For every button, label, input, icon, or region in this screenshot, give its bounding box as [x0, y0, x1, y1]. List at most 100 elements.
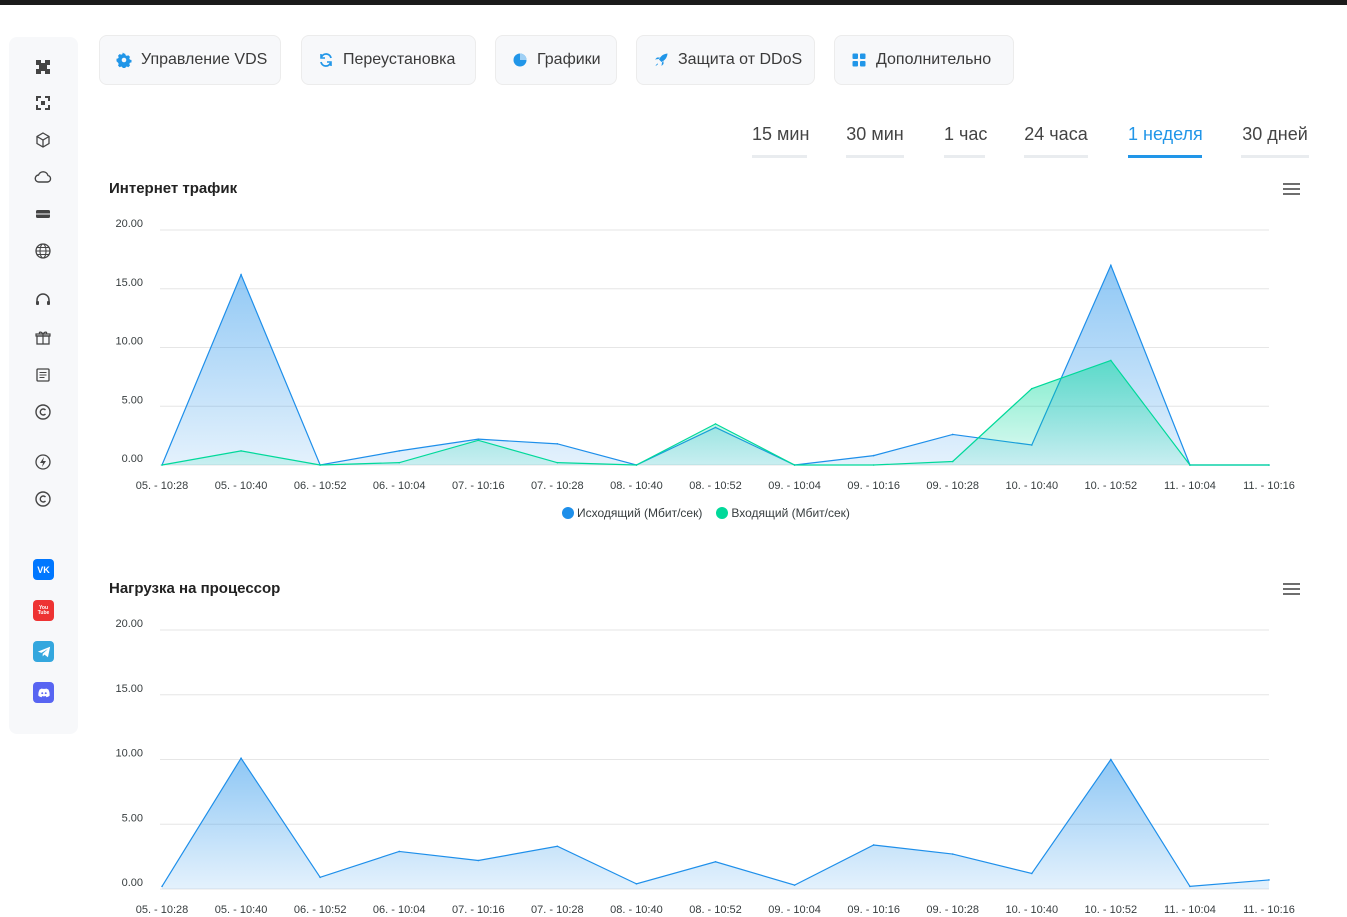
legend-incoming[interactable]: Входящий (Мбит/сек) [716, 506, 850, 520]
top-bar [0, 0, 1347, 5]
x-tick-label: 09. - 10:28 [926, 480, 979, 492]
x-tick-label: 05. - 10:28 [136, 480, 189, 492]
data-point[interactable] [398, 450, 401, 452]
sidebar-item-copyright-2[interactable] [31, 487, 55, 511]
cpu-chart-menu-icon[interactable] [1283, 583, 1300, 597]
copyright-icon-2 [35, 491, 51, 507]
y-tick-label: 0.00 [122, 877, 143, 889]
data-point[interactable] [161, 464, 163, 466]
y-tick-label: 10.00 [115, 336, 143, 348]
cloud-icon [34, 171, 52, 183]
telegram-link[interactable] [33, 641, 54, 662]
data-point[interactable] [398, 850, 401, 853]
series-area-0 [162, 758, 1269, 889]
data-point[interactable] [872, 464, 875, 466]
sidebar-item-gift[interactable] [31, 326, 55, 350]
lightning-icon [35, 454, 51, 470]
data-point[interactable] [635, 464, 638, 466]
period-15-min[interactable]: 15 мин [752, 124, 809, 158]
data-point[interactable] [1030, 387, 1033, 390]
x-tick-label: 09. - 10:16 [847, 480, 900, 492]
tab-manage-vds[interactable]: Управление VDS [99, 35, 281, 85]
tab-label: Переустановка [343, 51, 456, 68]
y-tick-label: 5.00 [122, 394, 143, 406]
data-point[interactable] [1110, 264, 1112, 267]
period-1-hour[interactable]: 1 час [944, 124, 987, 158]
y-tick-label: 20.00 [115, 618, 143, 630]
gear-icon [116, 52, 132, 68]
data-point[interactable] [1189, 464, 1191, 466]
data-point[interactable] [1268, 879, 1270, 881]
data-point[interactable] [872, 454, 875, 457]
rocket-icon [655, 53, 668, 66]
data-point[interactable] [240, 757, 242, 760]
data-point[interactable] [477, 859, 480, 862]
data-point[interactable] [556, 845, 559, 848]
data-point[interactable] [161, 885, 163, 888]
x-tick-label: 10. - 10:52 [1085, 904, 1138, 916]
vk-link[interactable]: VK [33, 559, 54, 580]
x-tick-label: 08. - 10:52 [689, 904, 742, 916]
data-point[interactable] [1110, 758, 1112, 761]
refresh-icon [320, 53, 332, 67]
data-point[interactable] [793, 464, 796, 466]
legend-label: Исходящий (Мбит/сек) [577, 506, 703, 520]
data-point[interactable] [477, 438, 480, 440]
copyright-icon [35, 404, 51, 420]
data-point[interactable] [714, 423, 717, 425]
x-tick-label: 11. - 10:16 [1243, 480, 1295, 492]
data-point[interactable] [319, 876, 321, 879]
data-point[interactable] [1189, 885, 1191, 888]
tab-graphs[interactable]: Графики [495, 35, 617, 85]
data-point[interactable] [793, 884, 796, 886]
data-point[interactable] [1030, 872, 1033, 875]
data-point[interactable] [951, 460, 954, 463]
period-30-min[interactable]: 30 мин [846, 124, 904, 158]
data-point[interactable] [714, 861, 717, 863]
traffic-chart-menu-icon[interactable] [1283, 183, 1300, 197]
legend-label: Входящий (Мбит/сек) [731, 506, 850, 520]
sidebar-item-news[interactable] [31, 363, 55, 387]
sidebar-item-server[interactable] [31, 202, 55, 226]
y-tick-label: 5.00 [122, 812, 143, 824]
sidebar-item-cloud[interactable] [31, 165, 55, 189]
discord-link[interactable] [33, 682, 54, 703]
x-tick-label: 05. - 10:28 [136, 904, 189, 916]
legend-outgoing[interactable]: Исходящий (Мбит/сек) [562, 506, 702, 520]
data-point[interactable] [477, 439, 480, 442]
data-point[interactable] [951, 433, 954, 436]
data-point[interactable] [398, 461, 401, 464]
data-point[interactable] [1268, 464, 1270, 466]
data-point[interactable] [872, 844, 875, 846]
period-24-hours[interactable]: 24 часа [1024, 124, 1088, 158]
tab-reinstall[interactable]: Переустановка [301, 35, 476, 85]
traffic-chart: 20.00 15.00 10.00 5.00 0.00 05. - 10:28 05. - … [115, 218, 1295, 492]
data-point[interactable] [240, 273, 242, 276]
sidebar-item-cubes[interactable] [31, 128, 55, 152]
data-point[interactable] [556, 461, 559, 464]
data-point[interactable] [240, 450, 242, 452]
sidebar-item-support[interactable] [31, 288, 55, 312]
sidebar-item-minecraft[interactable] [31, 55, 55, 79]
youtube-link[interactable]: You Tube [33, 600, 54, 621]
tab-additional[interactable]: Дополнительно [834, 35, 1014, 85]
data-point[interactable] [1110, 359, 1112, 362]
x-tick-label: 08. - 10:40 [610, 904, 663, 916]
period-1-week[interactable]: 1 неделя [1128, 124, 1203, 158]
tab-ddos-protection[interactable]: Защита от DDoS [636, 35, 815, 85]
period-30-days[interactable]: 30 дней [1241, 124, 1309, 158]
cube-icon [36, 132, 50, 148]
x-tick-label: 07. - 10:28 [531, 904, 584, 916]
sidebar-item-globe[interactable] [31, 239, 55, 263]
vk-icon: VK [37, 564, 50, 575]
sidebar-item-copyright[interactable] [31, 400, 55, 424]
x-tick-label: 11. - 10:16 [1243, 904, 1295, 916]
sidebar-item-qr[interactable] [31, 91, 55, 115]
cpu-chart-title: Нагрузка на процессор [109, 580, 281, 597]
x-tick-label: 07. - 10:16 [452, 480, 505, 492]
data-point[interactable] [635, 883, 638, 885]
data-point[interactable] [951, 853, 954, 855]
data-point[interactable] [319, 464, 321, 466]
sidebar-item-power[interactable] [31, 450, 55, 474]
data-point[interactable] [556, 443, 559, 445]
